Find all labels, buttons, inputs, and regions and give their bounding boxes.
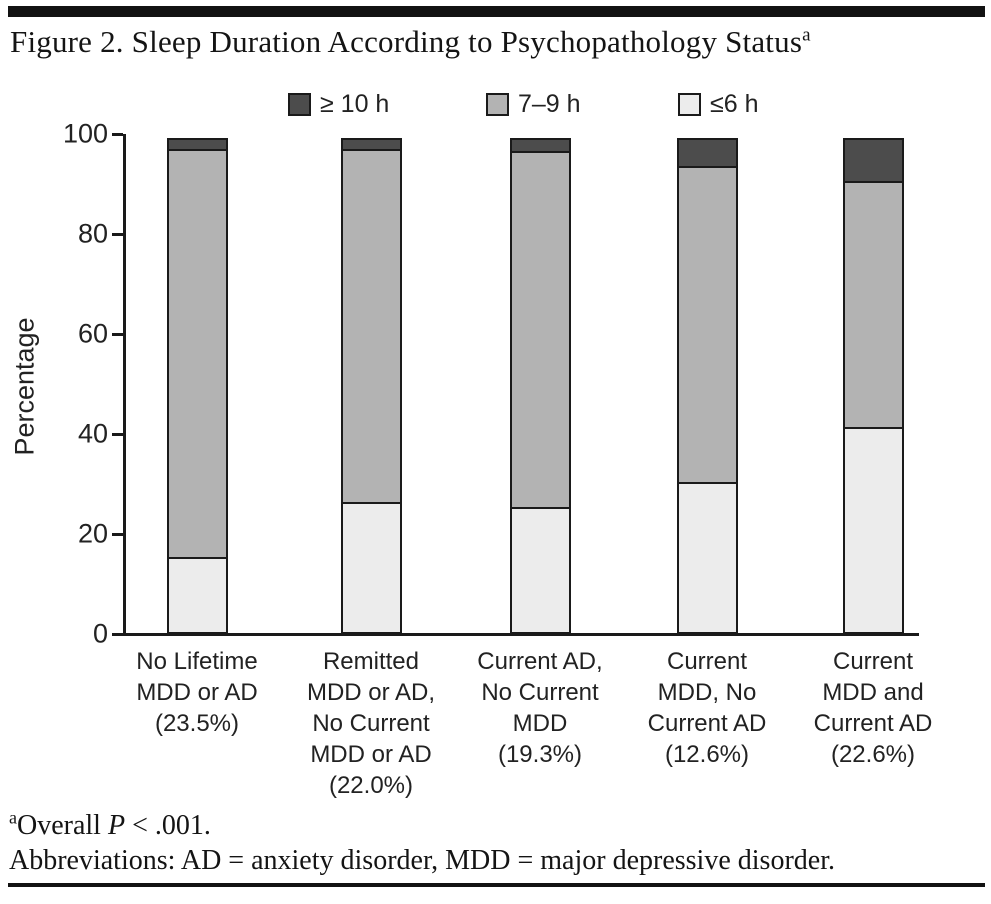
legend-label: ≥ 10 h [320, 90, 390, 118]
bar-segment [340, 501, 402, 634]
y-tick-label: 0 [92, 618, 108, 649]
legend-label: ≤6 h [710, 90, 759, 118]
figure-title-text: Figure 2. Sleep Duration According to Ps… [10, 24, 803, 59]
y-tick-mark [112, 432, 123, 436]
top-rule [8, 6, 985, 17]
footnote-overall: aOverall P < .001. [9, 807, 211, 842]
stacked-bar [676, 138, 738, 634]
chart-legend: ≥ 10 h 7–9 h ≤6 h [0, 90, 991, 118]
legend-label: 7–9 h [518, 90, 581, 118]
y-tick-mark [112, 132, 123, 136]
y-tick-label: 40 [77, 418, 108, 449]
y-tick-label: 20 [77, 518, 108, 549]
y-axis-line [123, 134, 126, 635]
bar-segment [509, 506, 571, 634]
y-tick-label: 80 [77, 218, 108, 249]
y-tick-mark [112, 332, 123, 336]
figure-title-superscript: a [802, 24, 811, 46]
stacked-bar [842, 138, 904, 634]
y-tick-mark [112, 232, 123, 236]
legend-item: 7–9 h [486, 90, 581, 119]
x-axis-category-label: No Lifetime MDD or AD (23.5%) [136, 648, 258, 737]
x-axis-category-label: Current MDD and Current AD (22.6%) [813, 648, 933, 768]
legend-swatch-icon [678, 93, 701, 116]
y-tick-mark [112, 632, 123, 636]
bar-segment [842, 426, 904, 634]
bar-segment [842, 181, 904, 429]
legend-swatch-icon [486, 93, 509, 116]
y-tick-label: 60 [77, 318, 108, 349]
x-axis-category-label: Current AD, No Current MDD (19.3%) [477, 648, 603, 768]
x-axis-category-label: Current MDD, No Current AD (12.6%) [647, 648, 767, 768]
y-tick-label: 100 [62, 118, 108, 149]
stacked-bar [509, 138, 571, 634]
stacked-bar [340, 138, 402, 634]
legend-swatch-icon [288, 93, 311, 116]
bar-segment [340, 148, 402, 504]
x-axis-category-label: Remitted MDD or AD, No Current MDD or AD (22… [306, 648, 435, 799]
footnote-abbreviations: Abbreviations: AD = anxiety disorder, MD… [9, 845, 835, 876]
footnote-marker: a [9, 807, 17, 828]
footnote-overall-text: Overall [17, 810, 108, 841]
footnote-overall-value: < .001. [125, 810, 211, 841]
figure-title: Figure 2. Sleep Duration According to Ps… [10, 24, 811, 60]
bar-segment [166, 556, 228, 634]
stacked-bar [166, 138, 228, 634]
legend-item: ≥ 10 h [288, 90, 389, 119]
y-axis-label: Percentage [9, 317, 40, 456]
bar-segment [676, 166, 738, 484]
x-axis-line [123, 633, 919, 636]
bar-segment [676, 481, 738, 634]
bar-segment [166, 148, 228, 559]
plot-area: 0 20 40 60 80 100 [63, 119, 919, 649]
bottom-rule [8, 883, 985, 887]
legend-item: ≤6 h [678, 90, 758, 119]
footnote-overall-p: P [107, 810, 126, 841]
y-tick-mark [112, 532, 123, 536]
bar-segment [842, 138, 904, 183]
bar-segment [676, 138, 738, 168]
bar-segment [509, 151, 571, 509]
